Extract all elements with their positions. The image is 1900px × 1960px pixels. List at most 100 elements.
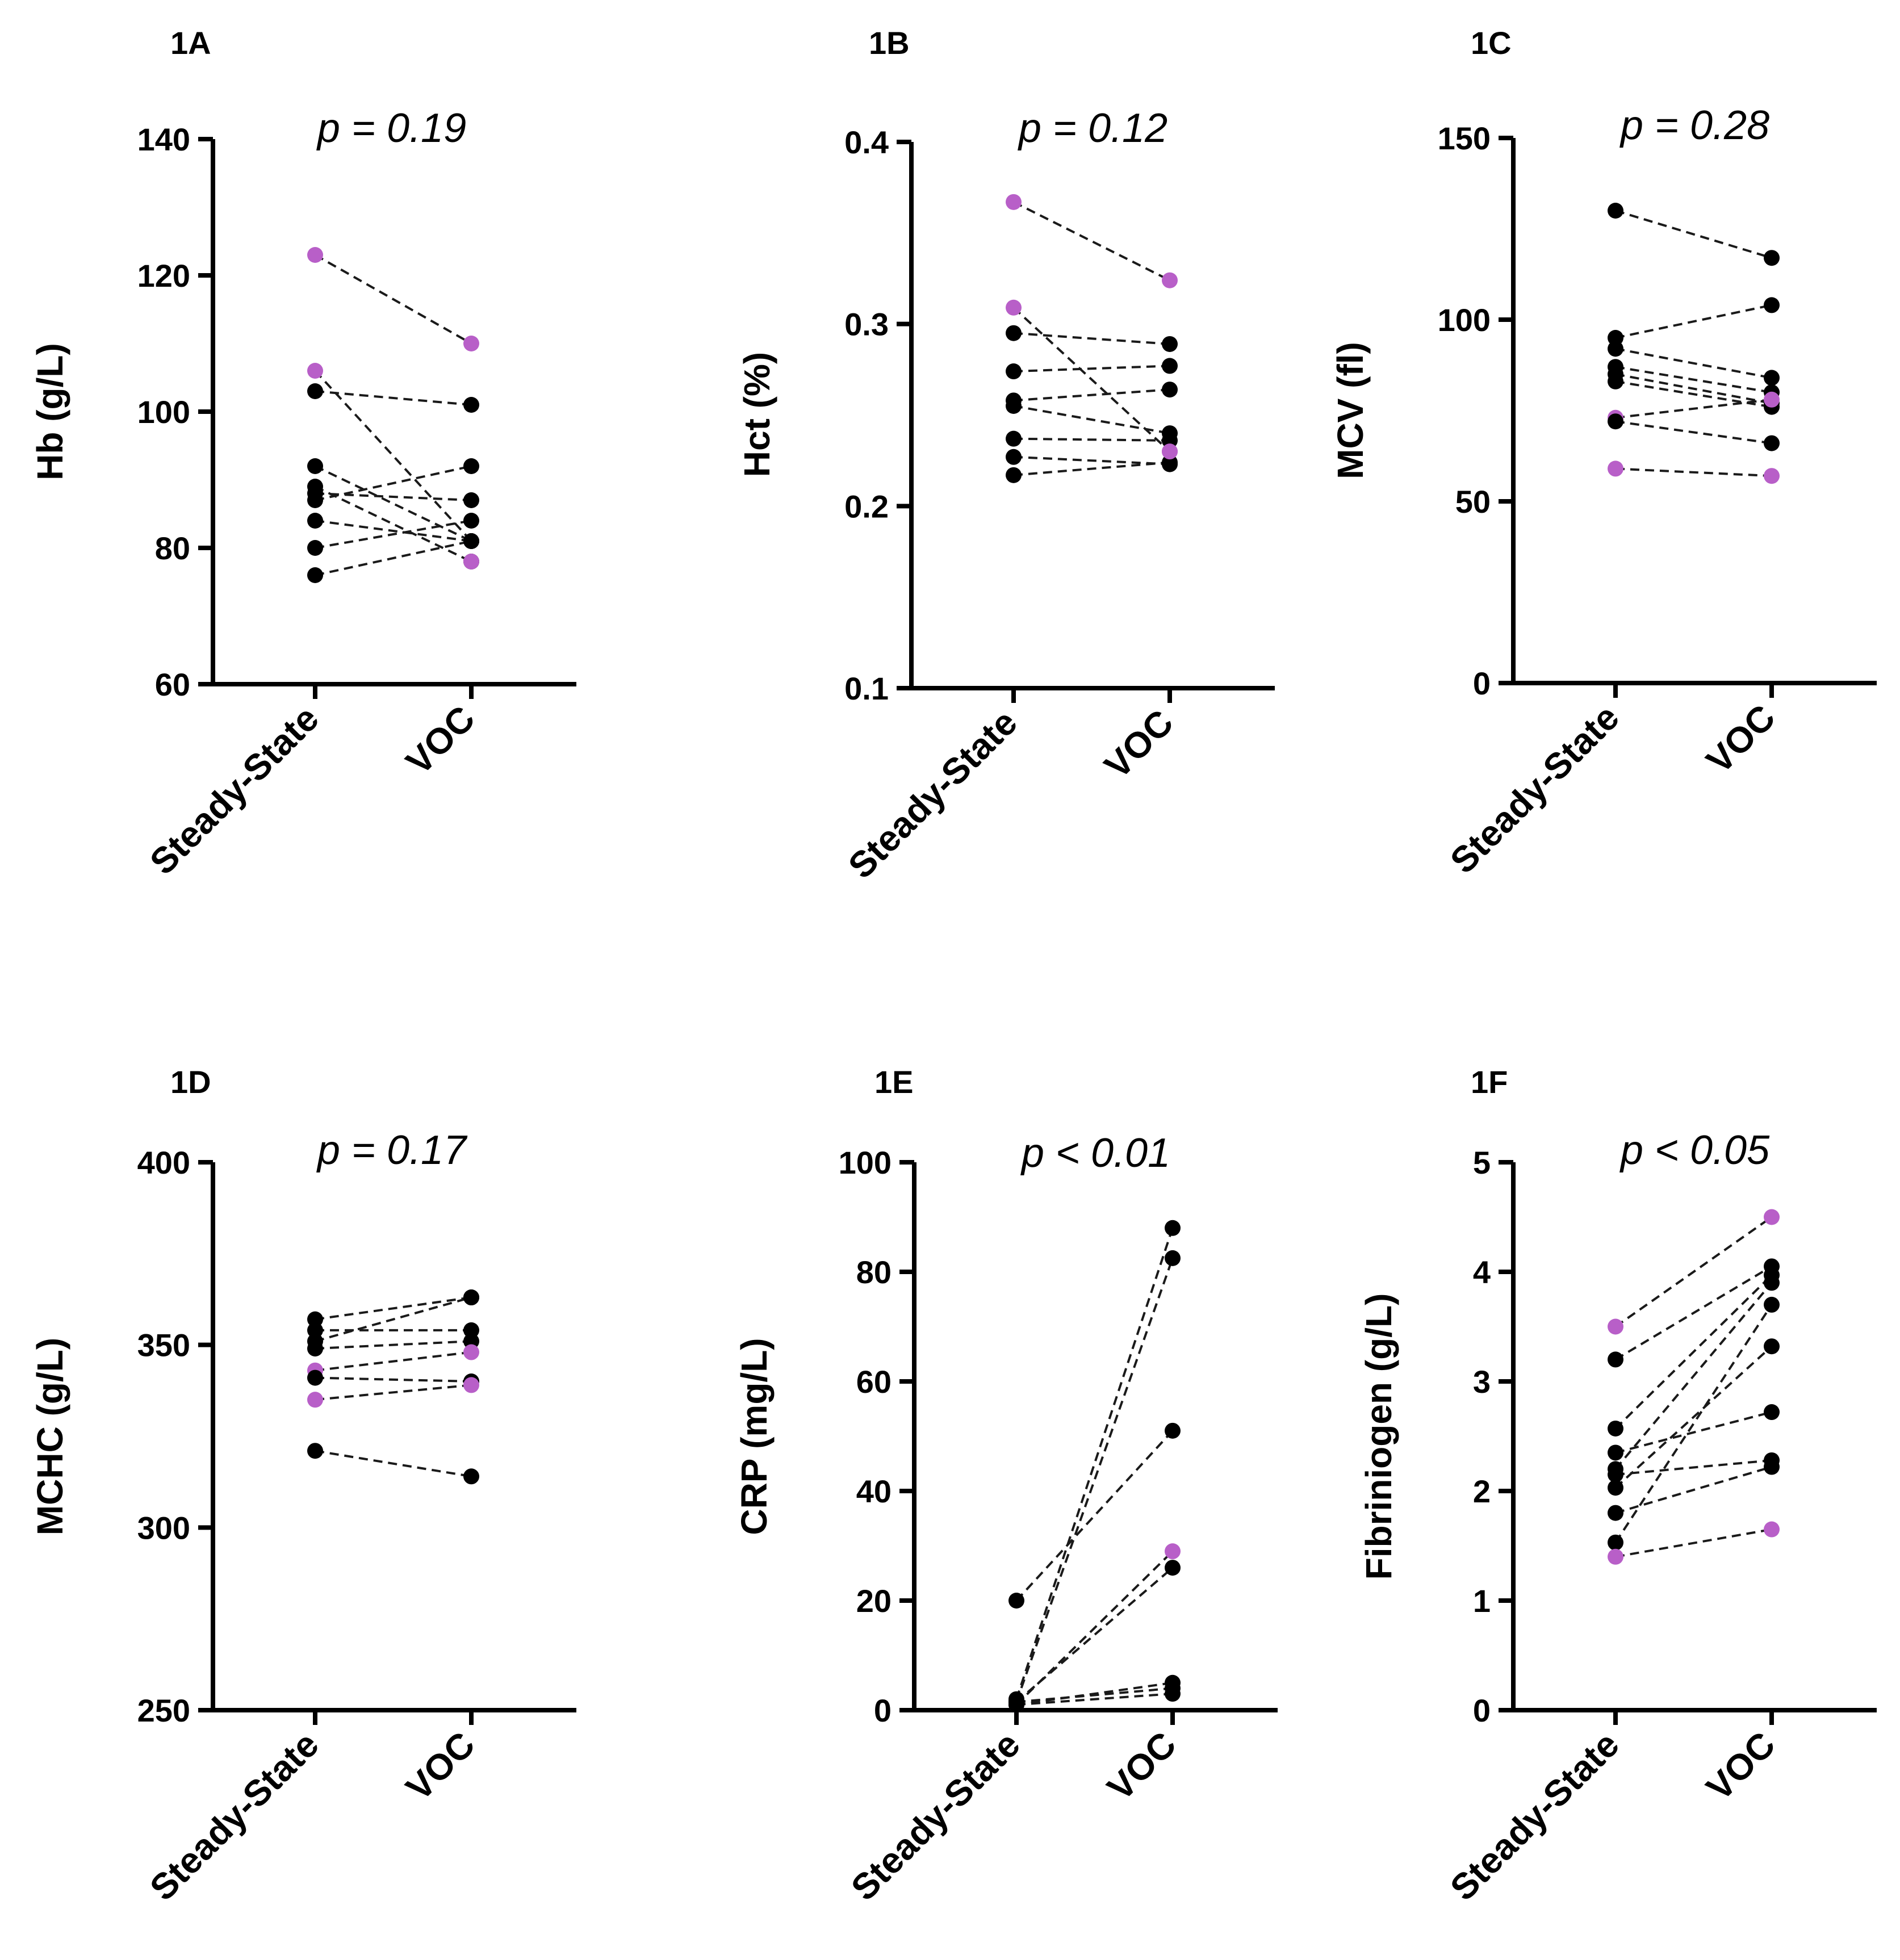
steady-state-point-1b xyxy=(1006,363,1022,380)
voc-point-1f xyxy=(1764,1521,1780,1538)
pair-line-1e xyxy=(1015,1228,1174,1700)
voc-point-1b xyxy=(1162,382,1178,398)
voc-point-1c xyxy=(1764,297,1780,313)
voc-point-1b xyxy=(1162,454,1178,471)
chart-panel-1d: 1D p = 0.17 250 300 350 400 Steady-State VOC MCH… xyxy=(30,1064,576,1908)
voc-point-1f xyxy=(1764,1404,1780,1421)
steady-state-point-1f xyxy=(1608,1548,1623,1565)
voc-point-1d xyxy=(463,1377,479,1393)
y-tick-label-1a: 140 xyxy=(137,122,190,157)
y-tick-label-1b: 0.4 xyxy=(844,124,889,160)
pair-line-1b xyxy=(1013,461,1170,476)
y-tick-label-1f: 0 xyxy=(1473,1693,1491,1728)
pair-line-1c xyxy=(1615,420,1772,445)
pair-line-1f xyxy=(1614,1345,1773,1489)
pvalue-label-1d: p = 0.17 xyxy=(316,1128,468,1173)
pair-line-1b xyxy=(1013,388,1170,402)
extra-point-1a xyxy=(463,554,479,569)
steady-state-point-1b xyxy=(1006,194,1022,210)
voc-point-1f xyxy=(1764,1338,1780,1355)
steady-state-point-1e xyxy=(1008,1697,1024,1713)
voc-point-1a xyxy=(463,397,479,413)
y-tick-label-1d: 350 xyxy=(137,1327,190,1363)
steady-state-point-1a xyxy=(307,363,323,379)
y-tick-label-1e: 40 xyxy=(856,1473,892,1509)
steady-state-point-1d xyxy=(307,1392,323,1408)
voc-point-1a xyxy=(463,336,479,351)
y-tick-label-1f: 1 xyxy=(1473,1583,1491,1619)
y-axis-label-1b: Hct (%) xyxy=(736,352,777,477)
voc-point-1e xyxy=(1165,1543,1181,1560)
voc-point-1c xyxy=(1764,250,1780,266)
steady-state-point-1b xyxy=(1006,467,1022,483)
pair-line-1a xyxy=(315,465,472,501)
y-tick-label-1c: 0 xyxy=(1473,665,1491,701)
pair-line-1a xyxy=(315,520,472,542)
steady-state-point-1f xyxy=(1608,1351,1623,1368)
pvalue-label-1a: p = 0.19 xyxy=(316,106,466,151)
pair-line-1b xyxy=(1013,404,1170,435)
steady-state-point-1d xyxy=(307,1311,323,1327)
y-axis-label-1f: Fibriniogen (g/L) xyxy=(1358,1293,1399,1580)
y-tick-label-1e: 60 xyxy=(856,1364,892,1400)
pair-line-1e xyxy=(1016,1681,1173,1706)
steady-state-point-1f xyxy=(1608,1467,1623,1483)
y-tick-label-1f: 4 xyxy=(1473,1254,1491,1290)
steady-state-point-1f xyxy=(1608,1420,1623,1437)
pair-line-1b xyxy=(1013,455,1170,466)
pair-line-1d xyxy=(315,1351,472,1372)
voc-point-1e xyxy=(1165,1560,1181,1576)
y-tick-label-1a: 60 xyxy=(155,667,190,702)
steady-state-point-1c xyxy=(1608,341,1623,357)
voc-point-1c xyxy=(1764,370,1780,386)
panel-label-1d: 1D xyxy=(170,1064,211,1100)
steady-state-point-1f xyxy=(1608,1318,1623,1335)
steady-state-point-1c xyxy=(1608,330,1623,346)
panel-label-1f: 1F xyxy=(1471,1064,1508,1100)
steady-state-point-1a xyxy=(307,567,323,583)
panel-label-1e: 1E xyxy=(874,1064,914,1100)
pair-line-1f xyxy=(1615,1528,1772,1558)
steady-state-point-1b xyxy=(1006,430,1022,447)
pair-line-1f xyxy=(1614,1282,1773,1470)
pair-line-1a xyxy=(315,492,472,501)
voc-point-1b xyxy=(1162,432,1178,449)
pair-line-1e xyxy=(1016,1687,1173,1703)
pair-line-1a xyxy=(314,370,472,542)
pair-line-1b xyxy=(1013,332,1170,345)
y-tick-label-1d: 300 xyxy=(137,1510,190,1546)
steady-state-point-1a xyxy=(307,513,323,529)
pair-line-1b xyxy=(1013,365,1170,373)
voc-point-1f xyxy=(1764,1459,1780,1475)
x-category-label-1e: Steady-State xyxy=(843,1724,1028,1908)
y-axis-label-1e: CRP (mg/L) xyxy=(734,1338,775,1535)
y-tick-label-1f: 3 xyxy=(1473,1364,1491,1400)
steady-state-point-1b xyxy=(1006,449,1022,465)
pair-line-1a xyxy=(315,254,472,345)
steady-state-point-1b xyxy=(1006,325,1022,341)
x-category-label-1a: Steady-State xyxy=(142,698,327,882)
steady-state-point-1d xyxy=(307,1322,323,1338)
steady-state-point-1c xyxy=(1608,413,1623,430)
panel-label-1b: 1B xyxy=(869,25,910,61)
x-category-label-1b: Steady-State xyxy=(840,702,1025,886)
y-tick-label-1d: 400 xyxy=(137,1145,190,1180)
pair-line-1c xyxy=(1615,304,1772,339)
x-category-label-1d: Steady-State xyxy=(142,1724,327,1908)
steady-state-point-1d xyxy=(307,1443,323,1459)
steady-state-point-1c xyxy=(1608,460,1623,477)
pvalue-label-1b: p = 0.12 xyxy=(1018,106,1167,151)
steady-state-point-1a xyxy=(307,383,323,399)
y-tick-label-1d: 250 xyxy=(137,1693,190,1728)
voc-point-1e xyxy=(1165,1220,1181,1236)
x-category-label-1c: VOC xyxy=(1698,697,1783,781)
x-category-label-1d: VOC xyxy=(398,1724,483,1808)
steady-state-point-1c xyxy=(1608,203,1623,219)
voc-point-1e xyxy=(1165,1250,1181,1266)
panel-label-1c: 1C xyxy=(1471,25,1512,61)
pair-line-1a xyxy=(315,520,472,549)
pair-line-1f xyxy=(1615,1459,1772,1476)
y-axis-label-1c: MCV (fl) xyxy=(1330,342,1371,479)
x-category-label-1a: VOC xyxy=(398,698,483,782)
x-category-label-1e: VOC xyxy=(1099,1724,1184,1808)
